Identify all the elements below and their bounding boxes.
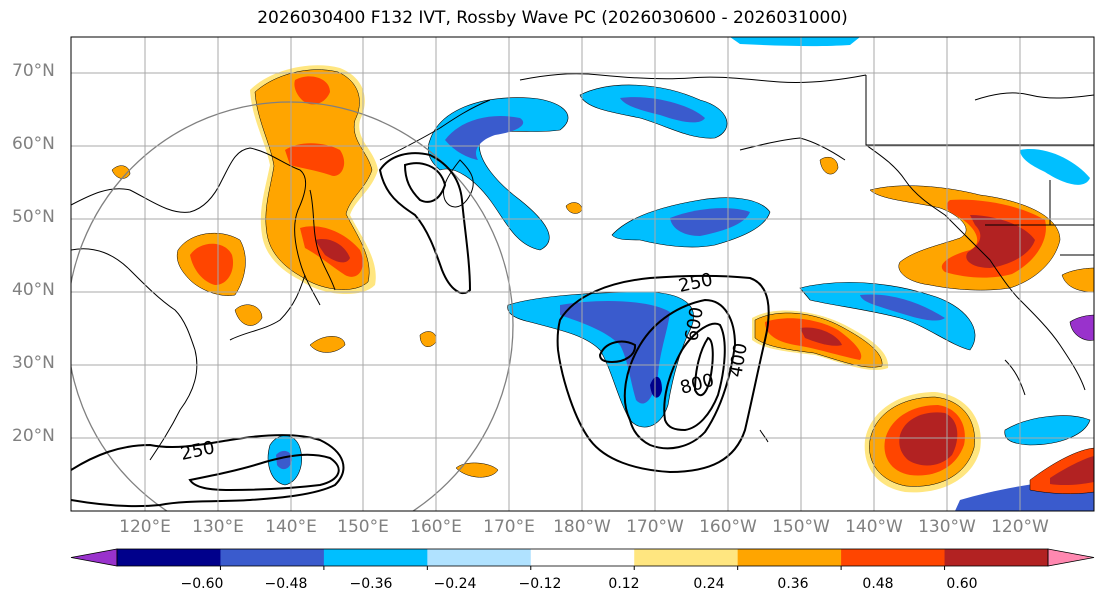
lat-label-70: 70°N (12, 61, 55, 81)
lon-label-170e: 170°E (483, 517, 535, 537)
neg-anomaly-ne-streak-core (860, 294, 945, 321)
colorbar-arrow-left (70, 548, 118, 567)
colorbar-segment (634, 549, 739, 566)
lat-label-40: 40°N (12, 280, 55, 300)
lon-label-120e: 120°E (119, 517, 171, 537)
neg-anomaly-east-subtropics (1004, 415, 1091, 446)
lon-label-150w: 150°W (772, 517, 830, 537)
lon-label-130w: 130°W (918, 517, 976, 537)
lat-label-30: 30°N (12, 353, 55, 373)
colorbar-segment (841, 549, 946, 566)
colorbar-segment (323, 549, 428, 566)
pos-anomaly-subtropical-dark (899, 412, 958, 466)
colorbar-segment (220, 549, 325, 566)
colorbar-tick-label: 0.36 (777, 576, 809, 592)
contour-label-400: 400 (725, 341, 752, 378)
map-frame (70, 36, 1095, 512)
pos-anomaly-small-5 (455, 462, 499, 478)
pos-anomaly-manchuria-red (190, 243, 234, 285)
colorbar-tick-label: −0.60 (180, 576, 224, 592)
pos-anomaly-small-6 (565, 202, 583, 214)
lat-label-50: 50°N (12, 207, 55, 227)
colorbar-tick-label: 0.12 (608, 576, 640, 592)
focus-circle (71, 101, 514, 511)
coastlines (71, 73, 1094, 461)
neg-anomaly-top (730, 37, 860, 47)
map-title: 2026030400 F132 IVT, Rossby Wave PC (202… (257, 8, 848, 28)
colorbar-segment (530, 549, 635, 566)
pos-anomaly-okhotsk-dark (315, 239, 350, 263)
lon-label-160w: 160°W (699, 517, 757, 537)
neg-anomaly-philippine-sea-core (276, 450, 292, 470)
colorbar-frame (116, 548, 1049, 567)
colorbar-tick-label: 0.48 (862, 576, 894, 592)
pos-anomaly-ne-pacific-dark (800, 327, 842, 346)
neg-anomaly-alaska-north-core (620, 97, 705, 123)
lon-label-180w: 180°W (553, 517, 611, 537)
pos-anomaly-pnw-dark (966, 215, 1035, 268)
lon-label-140e: 140°E (265, 517, 317, 537)
colorbar-segment (944, 549, 1049, 566)
colorbar-tick-label: −0.48 (264, 576, 308, 592)
lon-label-170w: 170°W (626, 517, 684, 537)
pos-anomaly-okhotsk-red (285, 76, 363, 277)
lon-label-160e: 160°E (410, 517, 462, 537)
contour-label-800: 800 (678, 370, 717, 399)
colorbar-tick-label: 0.60 (946, 576, 978, 592)
lon-label-120w: 120°W (991, 517, 1049, 537)
pos-anomaly-bottom-east-dark (1050, 456, 1094, 486)
lat-label-20: 20°N (12, 426, 55, 446)
contour-label-250-central: 250 (677, 269, 715, 297)
neg-anomaly-central-core (560, 300, 670, 404)
pos-anomaly-small-4 (419, 331, 437, 347)
colorbar-segment (737, 549, 842, 566)
pos-anomaly-small-7 (819, 157, 839, 175)
lat-label-60: 60°N (12, 134, 55, 154)
contour-label-250-west: 250 (179, 437, 217, 465)
colorbar-segment (427, 549, 532, 566)
neg-anomaly-gulf-core (670, 208, 750, 236)
colorbar (70, 548, 1095, 570)
colorbar-tick-label: −0.24 (433, 576, 477, 592)
neg-anomaly-bering-core (445, 116, 524, 160)
lon-label-130e: 130°E (192, 517, 244, 537)
colorbar-arrow-right (1047, 548, 1095, 567)
colorbar-tick-label: −0.36 (349, 576, 393, 592)
colorbar-tick-label: 0.24 (693, 576, 725, 592)
pos-anomaly-far-east (1061, 267, 1094, 293)
pos-anomaly-small-3 (309, 336, 346, 353)
neg-anomaly-top-right (1020, 149, 1090, 185)
colorbar-tick-label: −0.12 (518, 576, 562, 592)
gridlines (71, 37, 1094, 511)
lon-label-150e: 150°E (337, 517, 389, 537)
neg-anomaly-california (1069, 314, 1094, 341)
neg-anomaly-ne-streak (799, 282, 976, 351)
pos-anomaly-small-2 (234, 304, 263, 326)
lon-label-140w: 140°W (845, 517, 903, 537)
contour-label-600: 600 (681, 305, 708, 342)
ivt-contours (71, 152, 770, 508)
colorbar-segment (117, 549, 221, 566)
neg-anomaly-central-deep (650, 376, 662, 398)
